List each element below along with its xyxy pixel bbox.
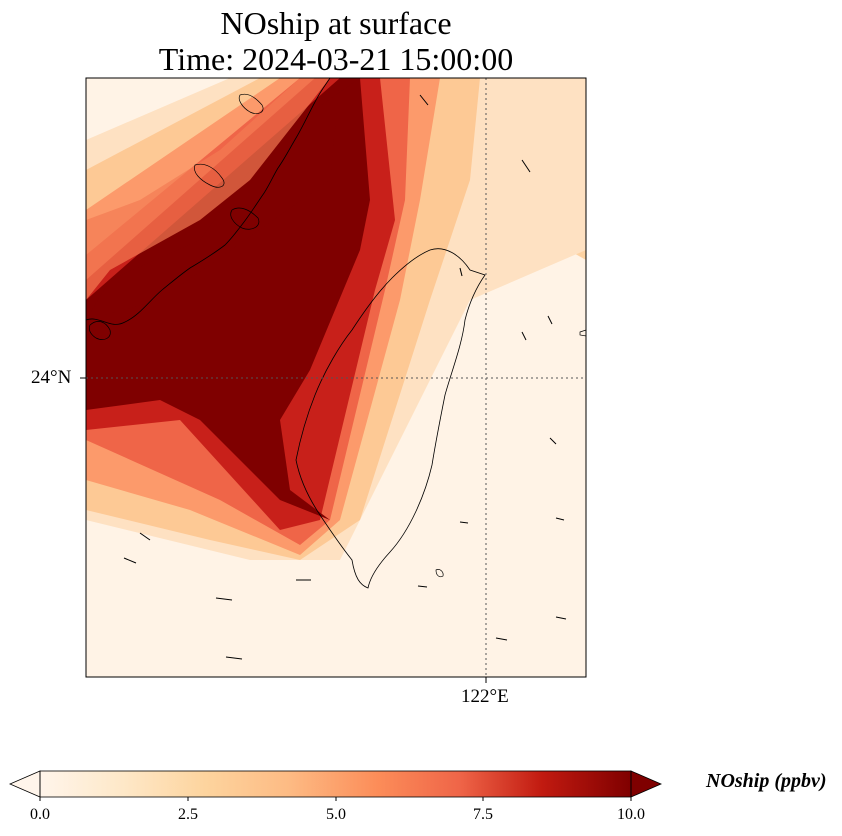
colorbar-tick-label: 0.0 xyxy=(30,806,50,823)
wind-vectors xyxy=(123,94,567,660)
mainland-coastline xyxy=(85,77,331,325)
lat-tick-label: 24°N xyxy=(31,367,72,388)
colorbar-tick-label: 5.0 xyxy=(326,806,346,823)
colorbar-tick-label: 10.0 xyxy=(617,806,645,823)
colorbar-extend-low xyxy=(8,770,41,798)
lon-tick-label: 122°E xyxy=(461,686,509,707)
island-outline xyxy=(435,569,444,578)
island-outline xyxy=(88,321,111,340)
colorbar xyxy=(8,770,663,801)
map-title-line1: NOship at surface xyxy=(220,5,452,41)
map-title-line2: Time: 2024-03-21 15:00:00 xyxy=(158,41,514,77)
island-outline xyxy=(194,163,225,188)
colorbar-tick-label: 2.5 xyxy=(178,806,198,823)
island-outline xyxy=(230,207,260,230)
island-outline xyxy=(238,93,264,114)
concentration-field xyxy=(86,78,586,677)
colorbar-extend-high xyxy=(630,770,663,798)
colorbar-tick-label: 7.5 xyxy=(473,806,493,823)
taiwan-coastline xyxy=(295,248,486,589)
colorbar-title: NOship (ppbv) xyxy=(706,770,827,792)
